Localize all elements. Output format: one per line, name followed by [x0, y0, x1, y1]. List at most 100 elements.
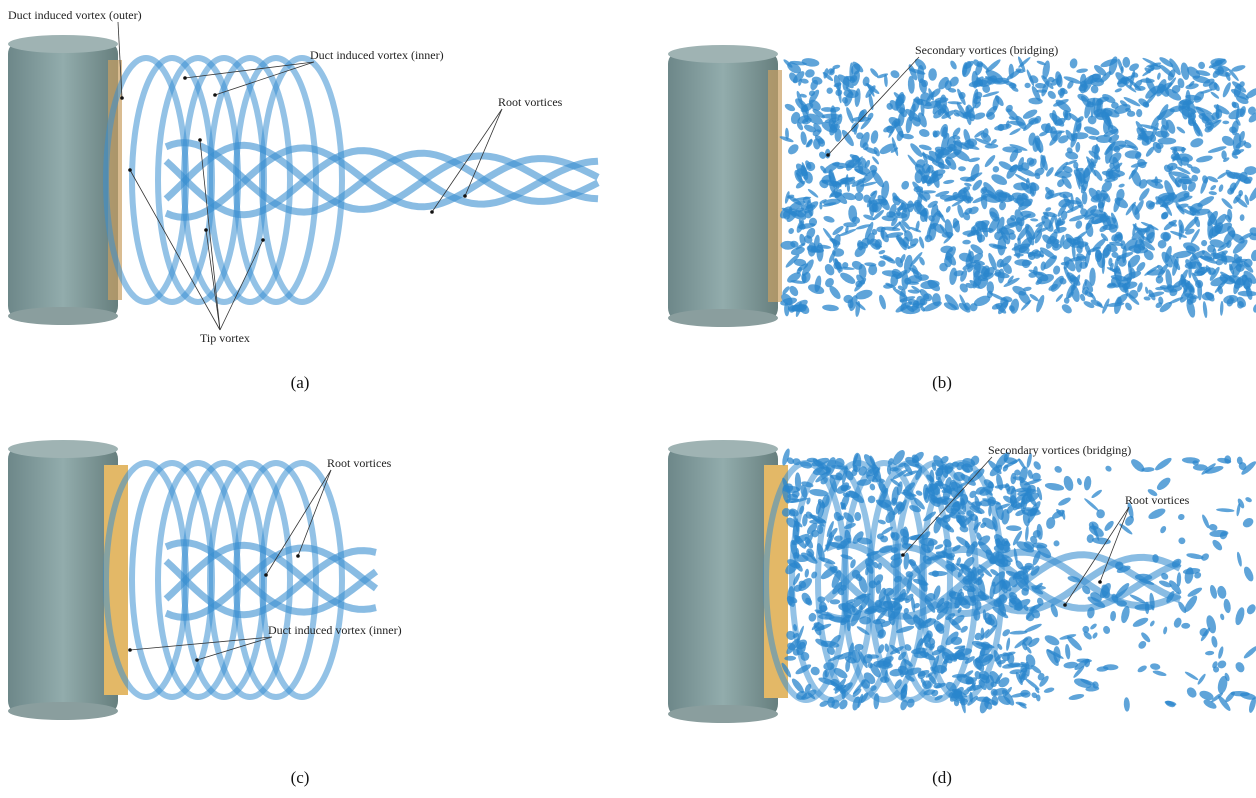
wake-vortex: [1043, 687, 1055, 694]
wake-vortex: [1242, 565, 1255, 583]
wake-vortex: [908, 142, 924, 159]
wake-vortex: [1024, 677, 1040, 691]
wake-vortex: [1009, 127, 1022, 136]
wake-vortex: [866, 494, 877, 505]
artwork: [8, 35, 1256, 723]
wake-vortex: [918, 236, 925, 249]
wake-vortex: [1222, 121, 1229, 125]
wake-vortex: [1046, 89, 1057, 100]
wake-vortex: [1144, 286, 1148, 294]
wake-vortex: [826, 87, 834, 95]
wake-vortex: [1053, 465, 1063, 474]
wake-vortex: [1062, 475, 1075, 492]
wake-vortex: [843, 222, 857, 227]
wake-vortex: [1032, 460, 1042, 471]
wake-vortex: [948, 267, 958, 285]
wake-vortex: [1220, 301, 1224, 316]
wake-vortex: [1117, 233, 1123, 241]
wake-vortex: [1137, 187, 1151, 203]
wake-vortex: [1163, 626, 1168, 635]
duct-rim: [668, 45, 778, 63]
wake-vortex: [962, 240, 971, 245]
wake-vortex: [1075, 142, 1081, 153]
wake-vortex: [943, 179, 955, 185]
wake-vortex: [1030, 218, 1038, 222]
wake-vortex: [1155, 475, 1173, 492]
wake-vortex: [1172, 617, 1183, 629]
wake-vortex: [1181, 623, 1190, 629]
wake-vortex: [809, 665, 821, 676]
wake-vortex: [1076, 477, 1083, 485]
leader-dot: [1063, 603, 1067, 607]
wake-vortex: [1075, 220, 1084, 230]
wake-vortex: [1104, 465, 1113, 473]
wake-vortex: [1201, 514, 1211, 529]
leader-dot: [463, 194, 467, 198]
wake-vortex: [1210, 91, 1220, 100]
wake-vortex: [1218, 184, 1224, 193]
duct-rim: [8, 35, 118, 53]
leader-dot: [901, 553, 905, 557]
leader-dot: [204, 228, 208, 232]
wake-vortex: [1123, 697, 1130, 712]
wake-vortex: [1082, 191, 1088, 204]
duct: [668, 445, 778, 718]
wake-vortex: [1221, 81, 1232, 98]
wake-vortex: [800, 131, 808, 146]
wake-vortex: [838, 270, 857, 286]
wake-vortex: [1102, 625, 1111, 635]
wake-vortex: [1122, 57, 1130, 68]
wake-vortex: [1223, 294, 1239, 305]
wake-vortex: [1024, 83, 1030, 89]
wake-vortex: [1150, 663, 1161, 671]
leader-dot: [128, 168, 132, 172]
wake-vortex: [1125, 150, 1142, 158]
wake-vortex: [1136, 282, 1144, 294]
wake-vortex: [1241, 516, 1255, 529]
wake-vortex: [1185, 686, 1199, 700]
wake-vortex: [1040, 261, 1046, 271]
wake-vortex: [1189, 137, 1204, 149]
wake-vortex: [1136, 109, 1142, 117]
wake-vortex: [1083, 497, 1100, 512]
wake-vortex: [1234, 660, 1247, 673]
wake-vortex: [1242, 644, 1256, 660]
leader-dot: [1098, 580, 1102, 584]
wake-vortex: [1201, 240, 1208, 247]
wake-vortex: [1064, 297, 1070, 303]
wake-vortex: [1245, 603, 1256, 616]
wake-vortex: [787, 227, 795, 235]
wake-vortex: [1084, 222, 1094, 238]
leader-dot: [195, 658, 199, 662]
wake-vortex: [869, 483, 876, 491]
wake-vortex: [1223, 598, 1232, 613]
wake-vortex: [1206, 175, 1219, 184]
wake-vortex: [1118, 183, 1125, 188]
panel-label: (d): [932, 768, 952, 787]
wake-vortex: [1177, 513, 1185, 521]
leader-dot: [261, 238, 265, 242]
wake-vortex: [877, 260, 886, 268]
wake-vortex: [854, 512, 862, 521]
figure: (a)(b)(c)(d)Duct induced vortex (outer)D…: [0, 0, 1256, 798]
duct-face: [768, 70, 782, 302]
wake-vortex: [1009, 630, 1027, 635]
wake-vortex: [967, 205, 980, 216]
wake-vortex: [968, 157, 981, 163]
wake-vortex: [1153, 456, 1173, 472]
wake-vortex: [1090, 489, 1103, 500]
duct-rim: [668, 705, 778, 723]
wake-vortex: [988, 505, 992, 516]
wake-vortex: [1211, 538, 1224, 552]
wake-vortex: [808, 612, 818, 623]
wake-vortex: [928, 68, 937, 81]
leader-dot: [198, 138, 202, 142]
wake-vortex: [1089, 622, 1098, 630]
wake-vortex: [1178, 537, 1186, 545]
wake-vortex: [1124, 301, 1134, 311]
wake-vortex: [786, 142, 800, 156]
wake-vortex: [870, 130, 880, 145]
wake-vortex: [1052, 265, 1061, 275]
wake-vortex: [1076, 68, 1088, 74]
wake-vortex: [1028, 97, 1043, 105]
